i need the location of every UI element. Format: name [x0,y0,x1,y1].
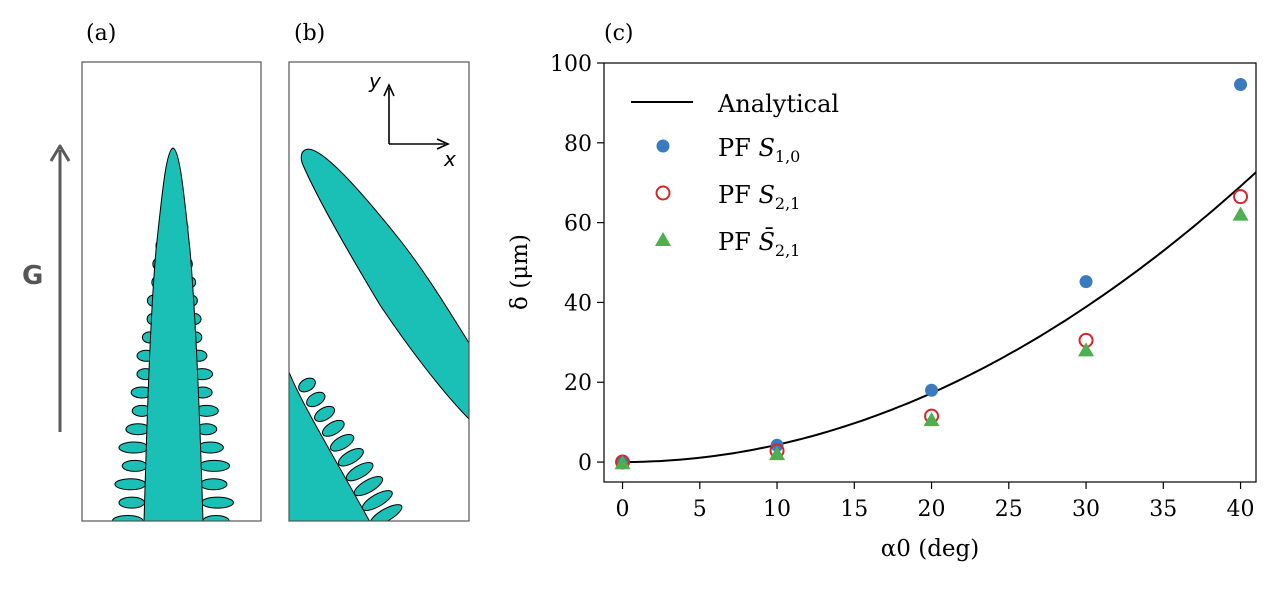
dendrite-b-lower-arm [306,391,326,408]
dendrite-a-side-arm [111,515,144,521]
y-tick-label: 100 [550,52,592,77]
chart: 0 5 10 15 20 25 30 35 40 0 20 40 60 80 100 α0 (deg) δ … [507,52,1257,562]
dendrite-a [111,147,235,521]
x-axis-label: α0 (deg) [881,536,979,562]
legend-pf-s10-label: PF S1,0 [718,134,800,166]
panel-label-c: (c) [604,21,634,46]
pf-s10-point [1079,275,1093,289]
x-tick-label: 30 [1072,497,1100,522]
y-tick-label: 40 [564,291,592,316]
pf-s21bar-point [1232,206,1249,221]
legend-pf-s10-marker [656,139,670,153]
plot-frame [603,62,1257,483]
legend-pf-s21-label: PF S2,1 [718,181,800,213]
dendrite-b-lower-arm [322,419,345,437]
y-tick-label: 20 [564,371,592,396]
dendrite-b-lower-arm [329,433,355,452]
axes-indicator [383,83,450,150]
dendrite-b-main-trunk [300,148,469,420]
pf-s21bar-point [769,446,786,461]
dendrite-b [289,148,493,521]
dendrite-b-lower-arm [345,462,374,482]
x-tick-label: 40 [1227,497,1255,522]
y-tick-label: 60 [564,212,592,237]
dendrite-b-lower-arm [314,405,336,422]
pf-s10-point [1234,78,1248,92]
legend-pf-s21bar-sym: S̄ [758,228,774,256]
y-axis-label: δ (μm) [507,234,533,310]
dendrite-a-side-arm [118,496,146,509]
axis-label-y: y [368,69,382,93]
dendrite-a-side-arm [118,441,150,454]
x-tick-label: 0 [616,497,630,522]
legend-pf-s10-sym: S [758,134,774,162]
gradient-arrow [49,144,71,432]
pf-s21-point [1233,189,1249,205]
x-tick-label: 5 [693,497,707,522]
legend-pf-s21bar-label: PF S̄2,1 [718,228,800,260]
ticks: 0 5 10 15 20 25 30 35 40 0 20 40 60 80 100 [550,52,1255,522]
legend-pf-s21-sym: S [758,181,774,209]
legend-pf-s21bar-sub: 2,1 [775,241,800,260]
pf-s21bar-point [614,455,631,470]
x-tick-label: 15 [840,497,868,522]
legend-pf-s10-prefix: PF [718,134,758,162]
dendrite-a-trunk [143,147,204,521]
legend-analytical-label: Analytical [717,90,839,118]
dendrite-a-side-arm [198,459,231,472]
legend: Analytical PF S1,0 PF S2,1 PF S̄2,1 [631,90,839,260]
legend-pf-s21-prefix: PF [718,181,758,209]
dendrite-b-lower-arm [369,504,403,521]
x-tick-label: 10 [763,497,791,522]
dendrite-a-side-arm [200,496,235,509]
dendrite-b-lower-arm [298,377,316,393]
dendrite-a-side-arm [199,478,228,491]
dendrite-a-side-arm [202,515,230,521]
dendrite-a-side-arm [121,459,148,472]
legend-pf-s21bar-marker [655,232,671,246]
pf-s21bar-point [923,412,940,427]
panel-b-frame: y x [288,61,493,522]
x-tick-label: 25 [995,497,1023,522]
analytical-line [622,171,1257,463]
pf-s10-point [925,383,939,397]
legend-pf-s10-sub: 1,0 [775,147,800,166]
markers [614,78,1249,470]
dendrite-b-lower-arm [337,448,364,467]
pf-s21bar-point [1078,342,1095,357]
panel-label-a: (a) [86,21,116,46]
x-tick-label: 35 [1149,497,1177,522]
y-tick-label: 0 [578,451,592,476]
legend-pf-s21-marker [655,185,671,201]
dendrite-a-side-arm [196,441,224,454]
panel-a-frame [81,61,262,522]
legend-pf-s21-sub: 2,1 [775,194,800,213]
legend-pf-s21bar-prefix: PF [718,228,758,256]
panel-label-b: (b) [294,21,325,46]
y-tick-label: 80 [564,132,592,157]
x-tick-label: 20 [918,497,946,522]
dendrite-b-side-arm [468,367,493,389]
axis-label-x: x [443,147,456,171]
gradient-label: G [22,261,43,291]
dendrite-a-side-arm [114,478,147,491]
dendrite-b-lower-trunk [289,371,371,521]
